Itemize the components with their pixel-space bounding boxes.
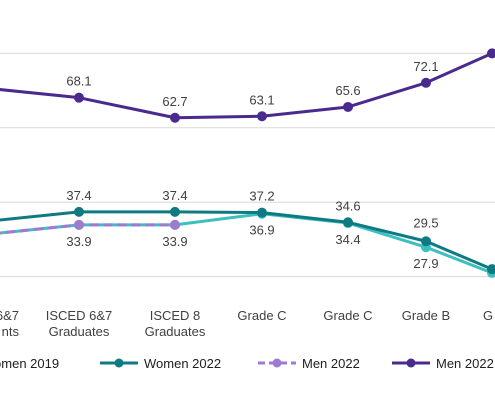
x-tick-label-0: 6&7: [0, 308, 19, 323]
data-label-s3-1: 68.1: [66, 74, 91, 89]
x-tick-label-1: ISCED 6&7: [46, 308, 112, 323]
legend-label-1: Women 2022: [144, 356, 221, 371]
legend-marker-1: [114, 358, 124, 368]
data-point-s3-2: [170, 112, 180, 123]
x-tick-label-line2-1: Graduates: [49, 324, 110, 339]
x-tick-label-5: Grade B: [402, 308, 450, 323]
legend-label-3: Men 2022: [436, 356, 494, 371]
data-point-s3-4: [343, 101, 353, 112]
data-point-s2-2: [170, 219, 180, 230]
data-point-s3-3: [257, 111, 267, 122]
data-label-s1-3: 37.2: [249, 189, 274, 204]
data-point-s1-5: [421, 236, 431, 247]
data-point-s1-2: [170, 206, 180, 217]
legend-marker-3: [406, 358, 416, 368]
data-point-s1-3: [257, 207, 267, 218]
data-label-s1-2: 37.4: [162, 188, 187, 203]
data-label-s1-1: 37.4: [66, 188, 91, 203]
data-point-s3-1: [74, 92, 84, 103]
data-label-s0-5: 27.9: [413, 256, 438, 271]
data-point-s1-1: [74, 206, 84, 217]
data-point-s2-1: [74, 219, 84, 230]
x-tick-label-2: ISCED 8: [150, 308, 201, 323]
data-label-s3-3: 63.1: [249, 92, 274, 107]
x-tick-label-line2-0: nts: [2, 324, 20, 339]
data-label-s0-4: 34.4: [335, 232, 360, 247]
data-point-s3-6: [487, 48, 495, 59]
data-label-s0-3: 36.9: [249, 223, 274, 238]
data-label-s1-5: 29.5: [413, 215, 438, 230]
data-label-s1-4: 34.6: [335, 198, 360, 213]
legend-marker-2: [272, 358, 282, 368]
x-tick-label-3: Grade C: [237, 308, 286, 323]
x-tick-label-6: G: [483, 308, 493, 323]
x-tick-label-line2-2: Graduates: [145, 324, 206, 339]
data-label-s3-4: 65.6: [335, 83, 360, 98]
data-point-s1-4: [343, 217, 353, 228]
x-tick-label-4: Grade C: [323, 308, 372, 323]
data-point-s1-6: [487, 264, 495, 275]
data-label-s0-2: 33.9: [162, 234, 187, 249]
legend-label-2: Men 2022: [302, 356, 360, 371]
data-point-s3-5: [421, 77, 431, 88]
data-label-s0-1: 33.9: [66, 234, 91, 249]
data-label-s3-5: 72.1: [413, 59, 438, 74]
data-label-s3-2: 62.7: [162, 94, 187, 109]
legend-label-0: Women 2019: [0, 356, 59, 371]
